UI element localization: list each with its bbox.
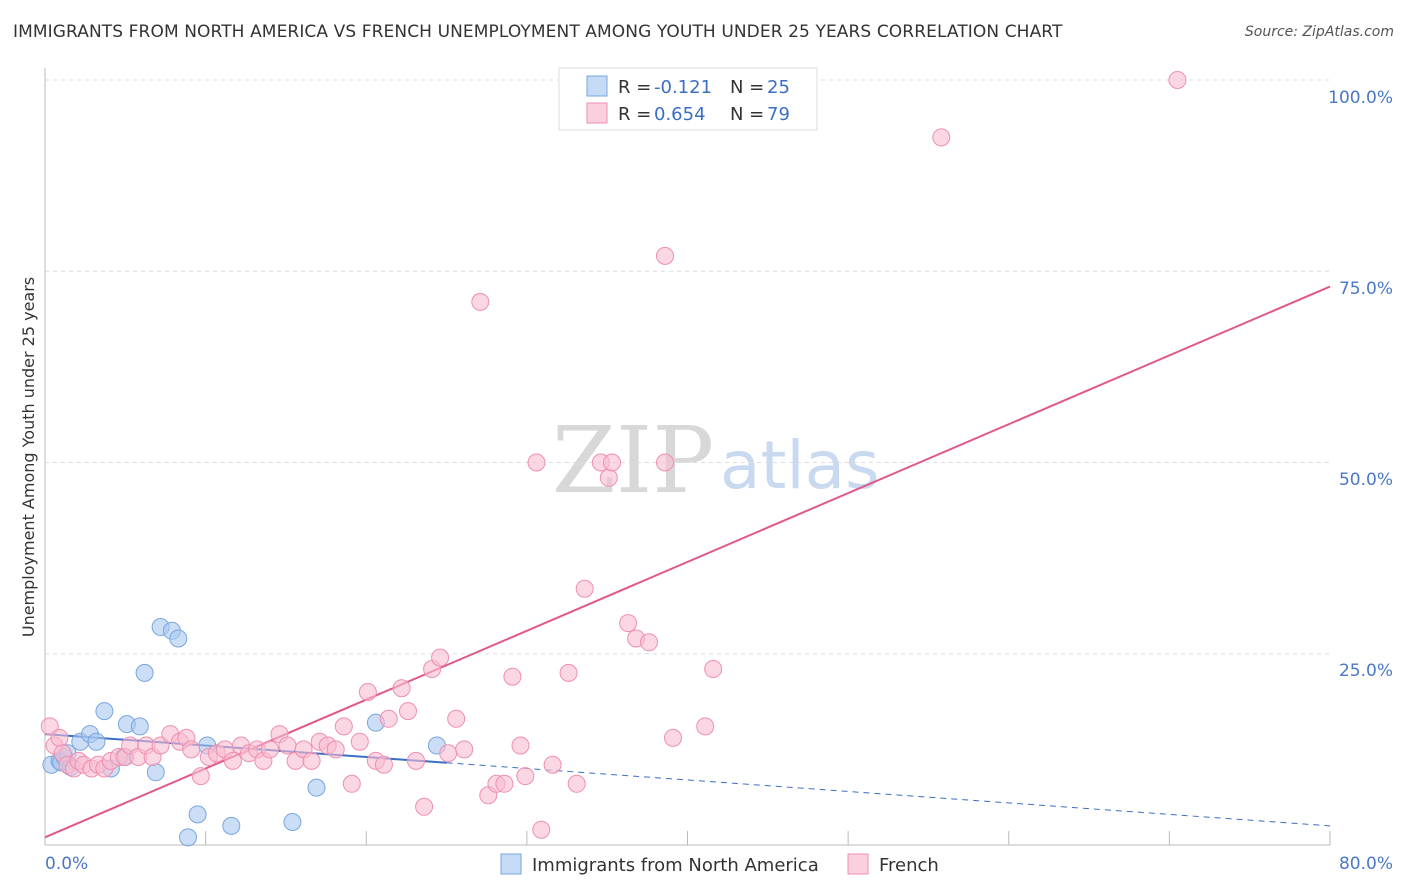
point-french-43 [350,732,369,751]
point-french-67 [559,663,578,682]
y-tick-label-75: 75.0% [1339,279,1393,299]
point-french-48 [392,679,411,698]
series-legend-label-immigrants: Immigrants from North America [532,855,819,876]
legend-n-label-2: N = [730,104,764,125]
y-axis-label: Unemployment Among Youth under 25 years [19,277,38,637]
legend-r-value-1: -0.121 [654,77,712,98]
point-immigrants-15 [146,763,165,782]
point-french-71 [599,468,618,487]
gridlines [45,79,1330,655]
legend-swatch-blue [586,75,608,97]
source-label: Source: ZipAtlas.com [1244,24,1394,40]
point-french-34 [278,736,297,755]
x-tick-label-min: 0.0% [45,854,88,874]
point-french-82 [1168,71,1187,89]
point-french-49 [399,702,417,721]
point-immigrants-8 [87,732,106,751]
point-french-65 [532,820,551,839]
series-legend-swatch-french [847,853,869,875]
point-french-37 [302,751,321,770]
legend-n-value-1: 25 [767,77,790,98]
point-french-56 [455,740,474,759]
point-french-77 [656,246,674,265]
watermark-atlas: atlas [720,427,880,504]
point-immigrants-14 [135,663,154,682]
point-french-57 [471,292,490,311]
point-french-47 [379,709,398,728]
point-immigrants-18 [169,629,188,648]
legend-r-value-2: 0.654 [654,104,706,125]
y-tick-label-25: 25.0% [1339,661,1393,681]
legend-swatch-pink [586,102,608,124]
point-french-60 [495,774,514,793]
legend-n-label-1: N = [730,77,764,98]
point-french-2 [50,728,69,747]
point-french-22 [182,740,201,759]
chart-title: IMMIGRANTS FROM NORTH AMERICA VS FRENCH … [13,22,1063,42]
point-french-80 [704,660,723,678]
point-french-32 [260,740,279,759]
legend-r-label-2: R = [618,104,651,125]
y-tick-label-50: 50.0% [1339,470,1393,490]
point-french-23 [191,767,210,786]
y-tick-label-100: 100.0% [1328,88,1393,108]
point-french-68 [567,774,586,793]
point-french-78 [664,728,682,747]
legend-r-label-1: R = [618,77,651,98]
point-french-79 [696,717,715,736]
point-immigrants-9 [95,702,114,721]
point-french-62 [511,736,530,755]
series-legend-label-french: French [879,855,939,876]
point-french-81 [932,128,951,147]
point-french-41 [334,717,353,736]
point-french-44 [358,683,377,701]
point-french-75 [640,633,658,652]
point-french-51 [415,797,434,816]
watermark-zip: ZIP [552,407,714,514]
point-immigrants-20 [188,805,207,824]
x-tick-label-max: 80.0% [1339,854,1393,874]
trendline-immigrants-dashed [446,762,1331,827]
data-points [40,71,1187,847]
series-legend: Immigrants from North America French [500,853,939,876]
point-immigrants-24 [307,778,326,797]
point-immigrants-22 [222,816,241,835]
point-french-72 [603,453,621,472]
point-french-50 [407,751,425,770]
point-french-55 [447,709,466,728]
correlation-legend: R = -0.121 N = 25 R = 0.654 N = 79 [558,67,818,131]
point-french-46 [374,755,393,774]
point-french-53 [431,648,450,667]
point-french-54 [439,744,458,763]
point-french-73 [619,614,638,633]
point-french-76 [656,453,674,472]
point-french-42 [342,774,361,793]
x-tick-marks [205,831,1331,845]
watermark: ZIP atlas [552,407,880,514]
point-french-0 [40,717,59,736]
point-immigrants-19 [179,828,197,847]
point-french-69 [575,579,594,598]
point-immigrants-23 [283,813,302,831]
series-legend-swatch-immigrants [500,853,522,875]
point-french-40 [326,740,345,759]
point-french-63 [516,767,535,786]
point-french-61 [503,667,522,686]
point-french-66 [543,755,562,774]
point-french-27 [223,751,242,770]
point-immigrants-13 [130,717,149,736]
legend-n-value-2: 79 [767,104,790,125]
point-french-64 [527,453,546,472]
